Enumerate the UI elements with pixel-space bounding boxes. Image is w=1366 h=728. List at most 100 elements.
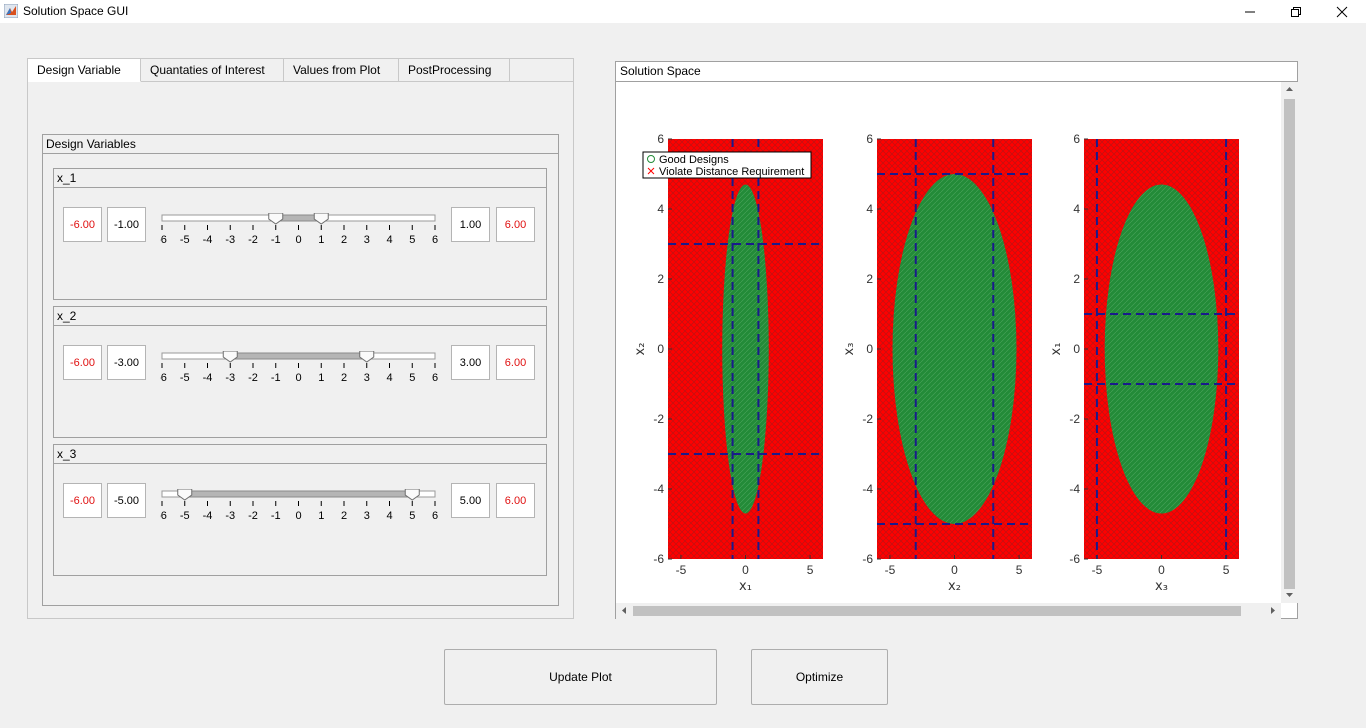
vertical-scroll-thumb[interactable] bbox=[1284, 99, 1295, 589]
minimize-button[interactable] bbox=[1227, 0, 1273, 23]
optimize-button[interactable]: Optimize bbox=[751, 649, 888, 705]
slider-lower-thumb[interactable] bbox=[268, 213, 284, 225]
good-designs-region bbox=[892, 174, 1017, 524]
tab-design-variable[interactable]: Design Variable bbox=[28, 59, 141, 82]
max-value-field[interactable]: 6.00 bbox=[496, 207, 535, 242]
slider-tick-label: 4 bbox=[386, 234, 392, 246]
vertical-scrollbar[interactable] bbox=[1281, 82, 1298, 603]
y-tick-label: -4 bbox=[1069, 482, 1080, 496]
y-tick-label: -4 bbox=[862, 482, 873, 496]
variable-panel-x3: x_3 -6.00 -5.00 -6 -5 -4 -3 -2 -1 0 1 2 3 4 5 6 5.00… bbox=[53, 444, 547, 576]
x-tick-label: 0 bbox=[951, 563, 958, 577]
min-value-field[interactable]: -6.00 bbox=[63, 345, 102, 380]
slider-tick-label: -2 bbox=[248, 372, 258, 384]
min-value-field[interactable]: -6.00 bbox=[63, 207, 102, 242]
window-titlebar: Solution Space GUI bbox=[0, 0, 1366, 23]
window-title: Solution Space GUI bbox=[23, 4, 129, 18]
slider-upper-thumb[interactable] bbox=[313, 213, 329, 225]
lower-bound-field[interactable]: -3.00 bbox=[107, 345, 146, 380]
slider-tick-label: -3 bbox=[225, 510, 235, 522]
range-slider[interactable]: -6 -5 -4 -3 -2 -1 0 1 2 3 4 5 6 bbox=[160, 351, 450, 396]
y-axis-label: x₂ bbox=[633, 343, 648, 356]
upper-bound-field[interactable]: 3.00 bbox=[451, 345, 490, 380]
restore-button[interactable] bbox=[1273, 0, 1319, 23]
scroll-down-icon[interactable] bbox=[1286, 593, 1293, 597]
design-variables-title: Design Variables bbox=[43, 135, 558, 154]
y-tick-label: 2 bbox=[866, 272, 873, 286]
restore-icon bbox=[1291, 6, 1301, 17]
lower-bound-field[interactable]: -1.00 bbox=[107, 207, 146, 242]
x-tick-label: -5 bbox=[676, 563, 687, 577]
slider-tick-label: 2 bbox=[341, 510, 347, 522]
y-tick-label: -4 bbox=[653, 482, 664, 496]
range-slider[interactable]: -6 -5 -4 -3 -2 -1 0 1 2 3 4 5 6 bbox=[160, 213, 450, 258]
slider-tick-label: -5 bbox=[180, 510, 190, 522]
slider-tick-label: -4 bbox=[203, 372, 213, 384]
min-value-field[interactable]: -6.00 bbox=[63, 483, 102, 518]
y-tick-label: -6 bbox=[862, 552, 873, 566]
lower-bound-field[interactable]: -5.00 bbox=[107, 483, 146, 518]
slider-lower-thumb[interactable] bbox=[222, 351, 238, 363]
tab-values-from-plot[interactable]: Values from Plot bbox=[284, 59, 399, 82]
max-value-field[interactable]: 6.00 bbox=[496, 345, 535, 380]
close-button[interactable] bbox=[1319, 0, 1365, 23]
slider-tick-label: -5 bbox=[180, 372, 190, 384]
slider-selected-range bbox=[184, 490, 413, 498]
y-tick-label: -6 bbox=[1069, 552, 1080, 566]
slider-tick-label: -1 bbox=[271, 510, 281, 522]
slider-tick-label: -6 bbox=[160, 372, 167, 384]
legend-box bbox=[642, 151, 812, 179]
x-axis-label: x₂ bbox=[948, 579, 961, 594]
y-tick-label: 0 bbox=[1073, 342, 1080, 356]
scroll-left-icon[interactable] bbox=[622, 607, 626, 614]
slider-tick-label: -1 bbox=[271, 234, 281, 246]
range-slider[interactable]: -6 -5 -4 -3 -2 -1 0 1 2 3 4 5 6 bbox=[160, 489, 450, 534]
x-tick-label: -5 bbox=[885, 563, 896, 577]
slider-tick-label: 5 bbox=[409, 372, 415, 384]
update-plot-button[interactable]: Update Plot bbox=[444, 649, 717, 705]
scroll-right-icon[interactable] bbox=[1271, 607, 1275, 614]
slider-upper-thumb[interactable] bbox=[359, 351, 375, 363]
slider-tick-label: 6 bbox=[432, 510, 438, 522]
x-tick-label: 5 bbox=[1016, 563, 1023, 577]
design-variables-group: Design Variables x_1 -6.00 -1.00 -6-5-4-… bbox=[42, 134, 559, 606]
x-tick-label: 5 bbox=[1223, 563, 1230, 577]
y-tick-label: 0 bbox=[866, 342, 873, 356]
y-tick-label: -2 bbox=[653, 412, 664, 426]
upper-bound-field[interactable]: 5.00 bbox=[451, 483, 490, 518]
violate-marker-icon bbox=[647, 167, 655, 175]
horizontal-scrollbar[interactable] bbox=[616, 603, 1281, 619]
scroll-up-icon[interactable] bbox=[1286, 87, 1293, 91]
good-designs-region bbox=[722, 184, 769, 514]
slider-tick-label: 6 bbox=[432, 372, 438, 384]
y-tick-label: 4 bbox=[1073, 202, 1080, 216]
good-designs-region bbox=[1104, 184, 1219, 514]
slider-tick-label: -2 bbox=[248, 234, 258, 246]
slider-lower-thumb[interactable] bbox=[177, 489, 193, 501]
solution-space-plots: -6 -4 -2 0 2 4 6 -5 0 5 x₁ x₂ -6 -4 -2 0 2 4 6 -5 0 5 x₂ x₃ -6 -4… bbox=[633, 132, 1239, 594]
matlab-app-icon bbox=[4, 4, 18, 18]
y-tick-label: 0 bbox=[657, 342, 664, 356]
slider-upper-thumb[interactable] bbox=[404, 489, 420, 501]
variable-panel-x2: x_2 -6.00 -3.00 -6 -5 -4 -3 -2 -1 0 1 2 3 4 5 6 3.00… bbox=[53, 306, 547, 438]
slider-tick-label: 5 bbox=[409, 234, 415, 246]
y-tick-label: 6 bbox=[657, 132, 664, 146]
y-tick-label: 6 bbox=[1073, 132, 1080, 146]
tab-quantities-of-interest[interactable]: Quantaties of Interest bbox=[141, 59, 284, 82]
tab-panel: Design Variable Quantaties of Interest V… bbox=[27, 58, 574, 619]
slider-tick-label: -4 bbox=[203, 510, 213, 522]
legend-good-label: Good Designs bbox=[659, 154, 729, 166]
horizontal-scroll-thumb[interactable] bbox=[633, 606, 1241, 616]
y-tick-label: 6 bbox=[866, 132, 873, 146]
slider-tick-label: 0 bbox=[295, 234, 301, 246]
y-tick-label: 2 bbox=[1073, 272, 1080, 286]
tab-postprocessing[interactable]: PostProcessing bbox=[399, 59, 510, 82]
upper-bound-field[interactable]: 1.00 bbox=[451, 207, 490, 242]
slider-tick-label: 6 bbox=[432, 234, 438, 246]
slider-tick-label: 2 bbox=[341, 372, 347, 384]
scatter-plot-x1-x2: -6 -4 -2 0 2 4 6 -5 0 5 x₁ x₂ bbox=[633, 132, 823, 594]
slider-tick-label: -3 bbox=[225, 372, 235, 384]
legend-violate-label: Violate Distance Requirement bbox=[659, 166, 804, 178]
tab-bar-divider bbox=[510, 81, 573, 82]
max-value-field[interactable]: 6.00 bbox=[496, 483, 535, 518]
